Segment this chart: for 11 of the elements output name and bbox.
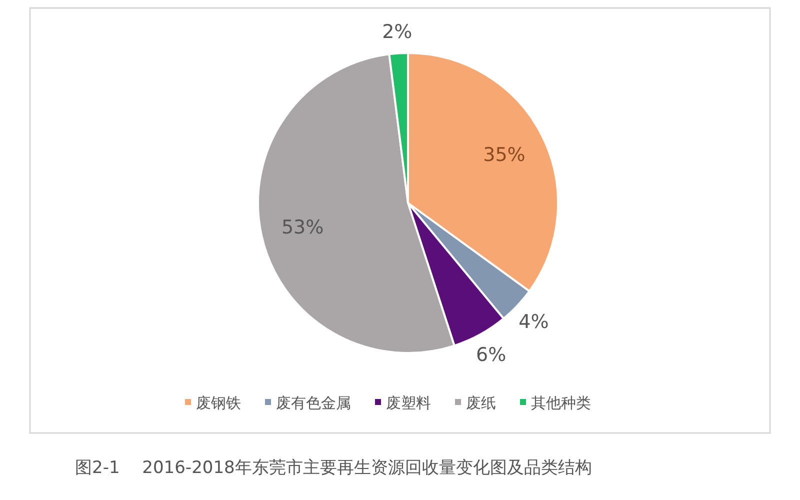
legend-label: 废纸	[466, 394, 496, 412]
data-label: 4%	[518, 311, 549, 334]
legend-label: 废塑料	[386, 394, 431, 412]
data-label: 53%	[281, 216, 324, 239]
data-label: 2%	[382, 20, 412, 43]
caption: 图2-1 2016-2018年东莞市主要再生资源回收量变化图及品类结构	[75, 458, 592, 478]
legend-label: 废钢铁	[196, 394, 241, 412]
data-label: 6%	[476, 344, 506, 366]
legend-label: 废有色金属	[276, 394, 351, 412]
legend-label: 其他种类	[531, 394, 591, 412]
data-label: 35%	[483, 144, 526, 166]
